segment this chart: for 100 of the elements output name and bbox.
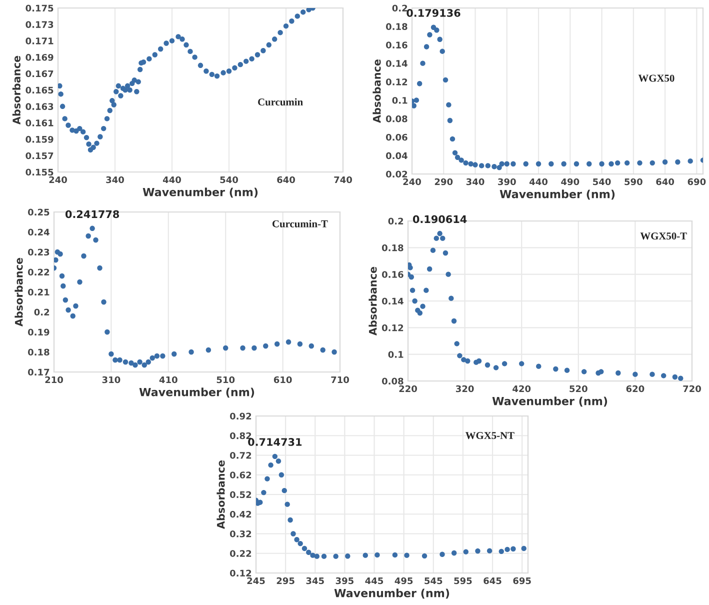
y-tick-label: 0.52 (230, 491, 252, 498)
point (264, 476, 270, 482)
point (548, 161, 554, 166)
point (493, 365, 499, 370)
annotation: WGX50 (638, 74, 674, 82)
y-tick-label: 0.2 (392, 4, 408, 12)
point (451, 318, 457, 324)
point (440, 236, 446, 241)
x-tick-label: 510 (216, 376, 235, 384)
x-tick-label: 590 (624, 178, 642, 186)
y-tick-label: 0.2 (34, 308, 50, 316)
point (688, 158, 693, 164)
y-tick-label: 0.169 (26, 54, 54, 61)
y-tick-label: 0.18 (386, 23, 408, 30)
point (128, 360, 134, 366)
x-tick-label: 690 (688, 178, 706, 186)
annotation: 0.179136 (406, 9, 460, 17)
y-tick-label: 0.1 (392, 96, 408, 104)
y-tick-label: 0.92 (230, 412, 252, 420)
y-tick-label: 0.18 (382, 244, 404, 252)
point (650, 160, 655, 166)
point (675, 159, 680, 165)
x-tick-label: 645 (484, 577, 502, 584)
point (463, 160, 468, 166)
point (414, 98, 420, 103)
point (150, 355, 155, 361)
y-tick-label: 0.161 (26, 120, 54, 126)
x-tick-label: 545 (424, 577, 442, 584)
x-tick-label: 720 (683, 385, 701, 392)
point (608, 161, 614, 166)
x-tick-label: 540 (220, 176, 238, 184)
y-tick-label: 0.167 (26, 70, 54, 78)
point (332, 349, 337, 355)
point (574, 161, 580, 166)
x-tick-label: 610 (274, 376, 292, 384)
point (440, 552, 445, 557)
point (97, 265, 102, 271)
point (62, 297, 68, 303)
point (284, 502, 290, 507)
point (424, 288, 429, 293)
annotation: WGX50-T (640, 232, 687, 240)
point (486, 548, 492, 554)
x-tick-label: 710 (331, 376, 349, 384)
y-axis-title: Absorbance (368, 266, 377, 336)
point (485, 163, 491, 168)
y-tick-label: 0.171 (26, 38, 54, 44)
point (637, 160, 642, 166)
point (108, 351, 114, 357)
x-tick-label: 695 (513, 577, 531, 584)
y-tick-label: 0.25 (28, 208, 50, 216)
point (598, 369, 604, 374)
point (60, 283, 66, 289)
point (297, 341, 303, 347)
point (615, 160, 620, 166)
y-tick-label: 0.82 (230, 432, 252, 440)
point (426, 266, 432, 272)
y-tick-label: 0.12 (386, 78, 408, 86)
point (422, 553, 428, 559)
point (463, 549, 469, 554)
point (404, 552, 410, 558)
y-tick-label: 0.32 (230, 530, 252, 538)
point (314, 554, 320, 559)
y-tick-label: 0.14 (386, 60, 408, 67)
x-tick-label: 445 (365, 577, 384, 584)
point (416, 81, 422, 86)
point (451, 550, 457, 556)
point (442, 77, 448, 83)
y-tick-label: 0.24 (28, 228, 50, 236)
x-tick-label: 640 (277, 176, 295, 184)
point (496, 164, 502, 170)
point (240, 345, 246, 351)
point (434, 236, 439, 241)
point (510, 546, 516, 552)
point (290, 531, 296, 536)
x-tick-label: 495 (394, 577, 413, 584)
x-tick-label: 290 (434, 178, 453, 186)
y-tick-label: 0.175 (26, 4, 54, 12)
point (298, 540, 303, 546)
point (101, 299, 106, 305)
point (286, 339, 292, 345)
y-tick-label: 0.2 (388, 218, 404, 225)
point (70, 313, 76, 319)
point (504, 546, 510, 552)
point (504, 161, 510, 166)
x-tick-label: 210 (45, 376, 63, 384)
point (536, 161, 542, 166)
x-tick-label: 410 (159, 376, 178, 384)
point (73, 303, 78, 309)
point (678, 376, 684, 381)
x-tick-label: 295 (276, 577, 294, 584)
point (427, 32, 432, 38)
annotation: Curcumin-T (272, 220, 328, 228)
point (412, 103, 416, 108)
point (306, 550, 312, 555)
point (137, 359, 142, 365)
point (117, 357, 122, 363)
point (333, 554, 338, 559)
x-tick-label: 440 (162, 176, 181, 184)
x-tick-label: 240 (49, 176, 67, 184)
point (142, 362, 147, 368)
